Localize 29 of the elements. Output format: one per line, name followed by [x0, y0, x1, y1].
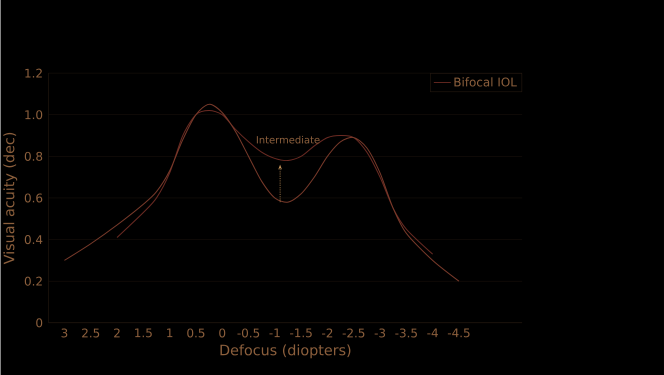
x-tick-label: -2.5 — [342, 328, 364, 338]
x-tick-label: 0 — [219, 328, 226, 338]
line-series — [116, 110, 434, 255]
x-tick-label: -4 — [427, 328, 438, 338]
x-axis-title: Defocus (diopters) — [220, 344, 350, 358]
x-tick-label: 1.5 — [135, 328, 152, 338]
x-tick-label: 0.5 — [187, 328, 204, 338]
x-tick-label: -2 — [322, 328, 332, 338]
y-tick-label: 1.0 — [25, 110, 42, 120]
y-tick-label: 0.8 — [24, 152, 42, 161]
x-tick-label: -3 — [374, 328, 386, 338]
line-series — [64, 104, 460, 282]
y-tick-label: 0.2 — [24, 276, 42, 286]
x-tick-label: -1 — [269, 328, 280, 338]
x-tick-label: -0.5 — [237, 328, 260, 338]
x-tick-label: 3 — [62, 328, 68, 338]
legend-label: Bifocal IOL — [454, 77, 517, 86]
x-tick-label: 2.5 — [82, 328, 100, 338]
x-tick-label: -3.5 — [395, 328, 417, 338]
y-axis-title: Visual acuity (dec) — [3, 132, 18, 264]
y-tick-label: 1.2 — [25, 68, 42, 78]
x-tick-label: -4.5 — [448, 328, 470, 338]
y-tick-label: 0 — [36, 318, 42, 328]
x-tick-label: -1.5 — [290, 328, 312, 338]
y-tick-label: 0.4 — [24, 234, 42, 244]
x-tick-label: 1 — [167, 328, 172, 338]
x-tick-label: 2 — [114, 328, 120, 338]
y-tick-label: 0.6 — [24, 193, 42, 202]
annotation: Intermediate — [256, 136, 320, 144]
